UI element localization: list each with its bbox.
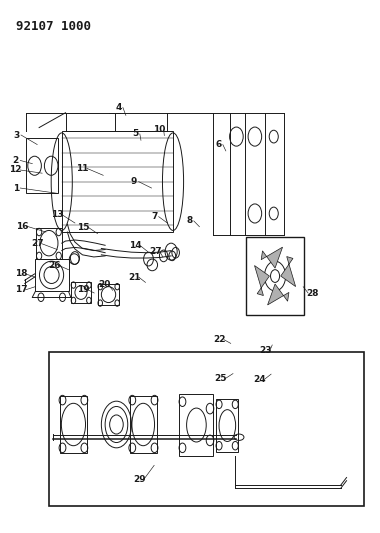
- Text: 9: 9: [131, 177, 137, 186]
- Text: 5: 5: [132, 130, 138, 139]
- Bar: [216, 399, 238, 452]
- Text: 28: 28: [306, 288, 319, 297]
- Polygon shape: [281, 256, 296, 287]
- Text: 14: 14: [129, 241, 142, 250]
- Text: 15: 15: [78, 223, 90, 232]
- Text: 4: 4: [115, 103, 122, 112]
- Polygon shape: [261, 247, 283, 268]
- Bar: [49, 352, 364, 506]
- Bar: [179, 394, 214, 456]
- Polygon shape: [255, 265, 269, 295]
- Bar: [36, 228, 62, 259]
- Text: 20: 20: [98, 280, 110, 289]
- Text: 2: 2: [13, 156, 19, 165]
- Text: 7: 7: [151, 212, 157, 221]
- Text: 6: 6: [215, 140, 222, 149]
- Text: 8: 8: [186, 216, 192, 225]
- Text: 18: 18: [15, 269, 27, 278]
- Bar: [35, 259, 68, 292]
- Text: 23: 23: [259, 346, 272, 355]
- Text: 11: 11: [76, 164, 89, 173]
- Text: 26: 26: [48, 261, 60, 270]
- Text: 22: 22: [213, 335, 226, 344]
- Bar: [98, 284, 119, 305]
- Bar: [60, 396, 87, 453]
- Text: 25: 25: [214, 374, 226, 383]
- Text: 92107 1000: 92107 1000: [16, 20, 92, 33]
- Text: 21: 21: [128, 272, 141, 281]
- Text: 27: 27: [149, 247, 162, 256]
- Bar: [62, 131, 173, 232]
- Polygon shape: [268, 284, 289, 305]
- Text: 19: 19: [77, 285, 90, 294]
- Bar: [71, 282, 91, 303]
- Text: 10: 10: [153, 125, 165, 134]
- Bar: [130, 396, 157, 453]
- Text: 27: 27: [31, 239, 44, 248]
- Text: 1: 1: [13, 183, 19, 192]
- Text: 24: 24: [253, 375, 266, 384]
- Text: 12: 12: [10, 166, 22, 174]
- Bar: [246, 237, 304, 316]
- Text: 17: 17: [15, 285, 27, 294]
- Text: 16: 16: [16, 222, 28, 231]
- Bar: [26, 138, 58, 193]
- Text: 3: 3: [13, 131, 20, 140]
- Text: 29: 29: [133, 475, 146, 484]
- Text: 13: 13: [51, 210, 63, 219]
